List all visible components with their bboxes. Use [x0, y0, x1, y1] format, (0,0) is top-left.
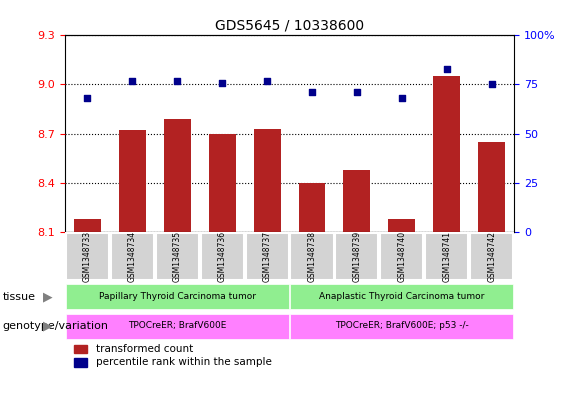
Point: [263, 77, 272, 84]
Text: GSM1348734: GSM1348734: [128, 231, 137, 282]
Text: GSM1348742: GSM1348742: [487, 231, 496, 282]
FancyBboxPatch shape: [290, 314, 513, 339]
Bar: [478, 142, 505, 232]
Bar: [164, 119, 191, 232]
Bar: [388, 219, 415, 232]
Text: GSM1348735: GSM1348735: [173, 231, 182, 282]
Bar: [74, 219, 101, 232]
FancyBboxPatch shape: [66, 314, 289, 339]
Text: transformed count: transformed count: [97, 344, 194, 354]
FancyBboxPatch shape: [111, 233, 154, 280]
Text: GSM1348733: GSM1348733: [83, 231, 92, 282]
Text: tissue: tissue: [3, 292, 36, 302]
Text: TPOCreER; BrafV600E; p53 -/-: TPOCreER; BrafV600E; p53 -/-: [335, 321, 469, 330]
Text: GSM1348740: GSM1348740: [397, 231, 406, 282]
Bar: [344, 170, 371, 232]
Bar: [74, 358, 88, 367]
Title: GDS5645 / 10338600: GDS5645 / 10338600: [215, 19, 364, 33]
FancyBboxPatch shape: [470, 233, 513, 280]
FancyBboxPatch shape: [290, 233, 333, 280]
FancyBboxPatch shape: [290, 285, 513, 309]
Text: ▶: ▶: [43, 290, 53, 303]
Point: [173, 77, 182, 84]
FancyBboxPatch shape: [380, 233, 423, 280]
FancyBboxPatch shape: [156, 233, 199, 280]
Bar: [208, 134, 236, 232]
Bar: [74, 345, 88, 353]
Text: GSM1348736: GSM1348736: [218, 231, 227, 282]
Point: [353, 89, 362, 95]
Bar: [254, 129, 281, 232]
Text: GSM1348739: GSM1348739: [353, 231, 362, 282]
Bar: [433, 76, 460, 232]
Text: GSM1348738: GSM1348738: [307, 231, 316, 282]
FancyBboxPatch shape: [66, 285, 289, 309]
Text: TPOCreER; BrafV600E: TPOCreER; BrafV600E: [128, 321, 227, 330]
Bar: [298, 183, 325, 232]
Point: [397, 95, 406, 101]
FancyBboxPatch shape: [425, 233, 468, 280]
Text: Anaplastic Thyroid Carcinoma tumor: Anaplastic Thyroid Carcinoma tumor: [319, 292, 485, 301]
Point: [442, 66, 451, 72]
FancyBboxPatch shape: [336, 233, 379, 280]
Point: [128, 77, 137, 84]
Text: Papillary Thyroid Carcinoma tumor: Papillary Thyroid Carcinoma tumor: [99, 292, 256, 301]
Text: GSM1348737: GSM1348737: [263, 231, 272, 282]
Point: [218, 79, 227, 86]
Text: genotype/variation: genotype/variation: [3, 321, 109, 331]
Text: ▶: ▶: [43, 320, 53, 333]
Point: [83, 95, 92, 101]
Point: [307, 89, 316, 95]
FancyBboxPatch shape: [201, 233, 244, 280]
Point: [487, 81, 496, 88]
Text: GSM1348741: GSM1348741: [442, 231, 451, 282]
Bar: [119, 130, 146, 232]
Text: percentile rank within the sample: percentile rank within the sample: [97, 357, 272, 367]
FancyBboxPatch shape: [66, 233, 109, 280]
FancyBboxPatch shape: [246, 233, 289, 280]
